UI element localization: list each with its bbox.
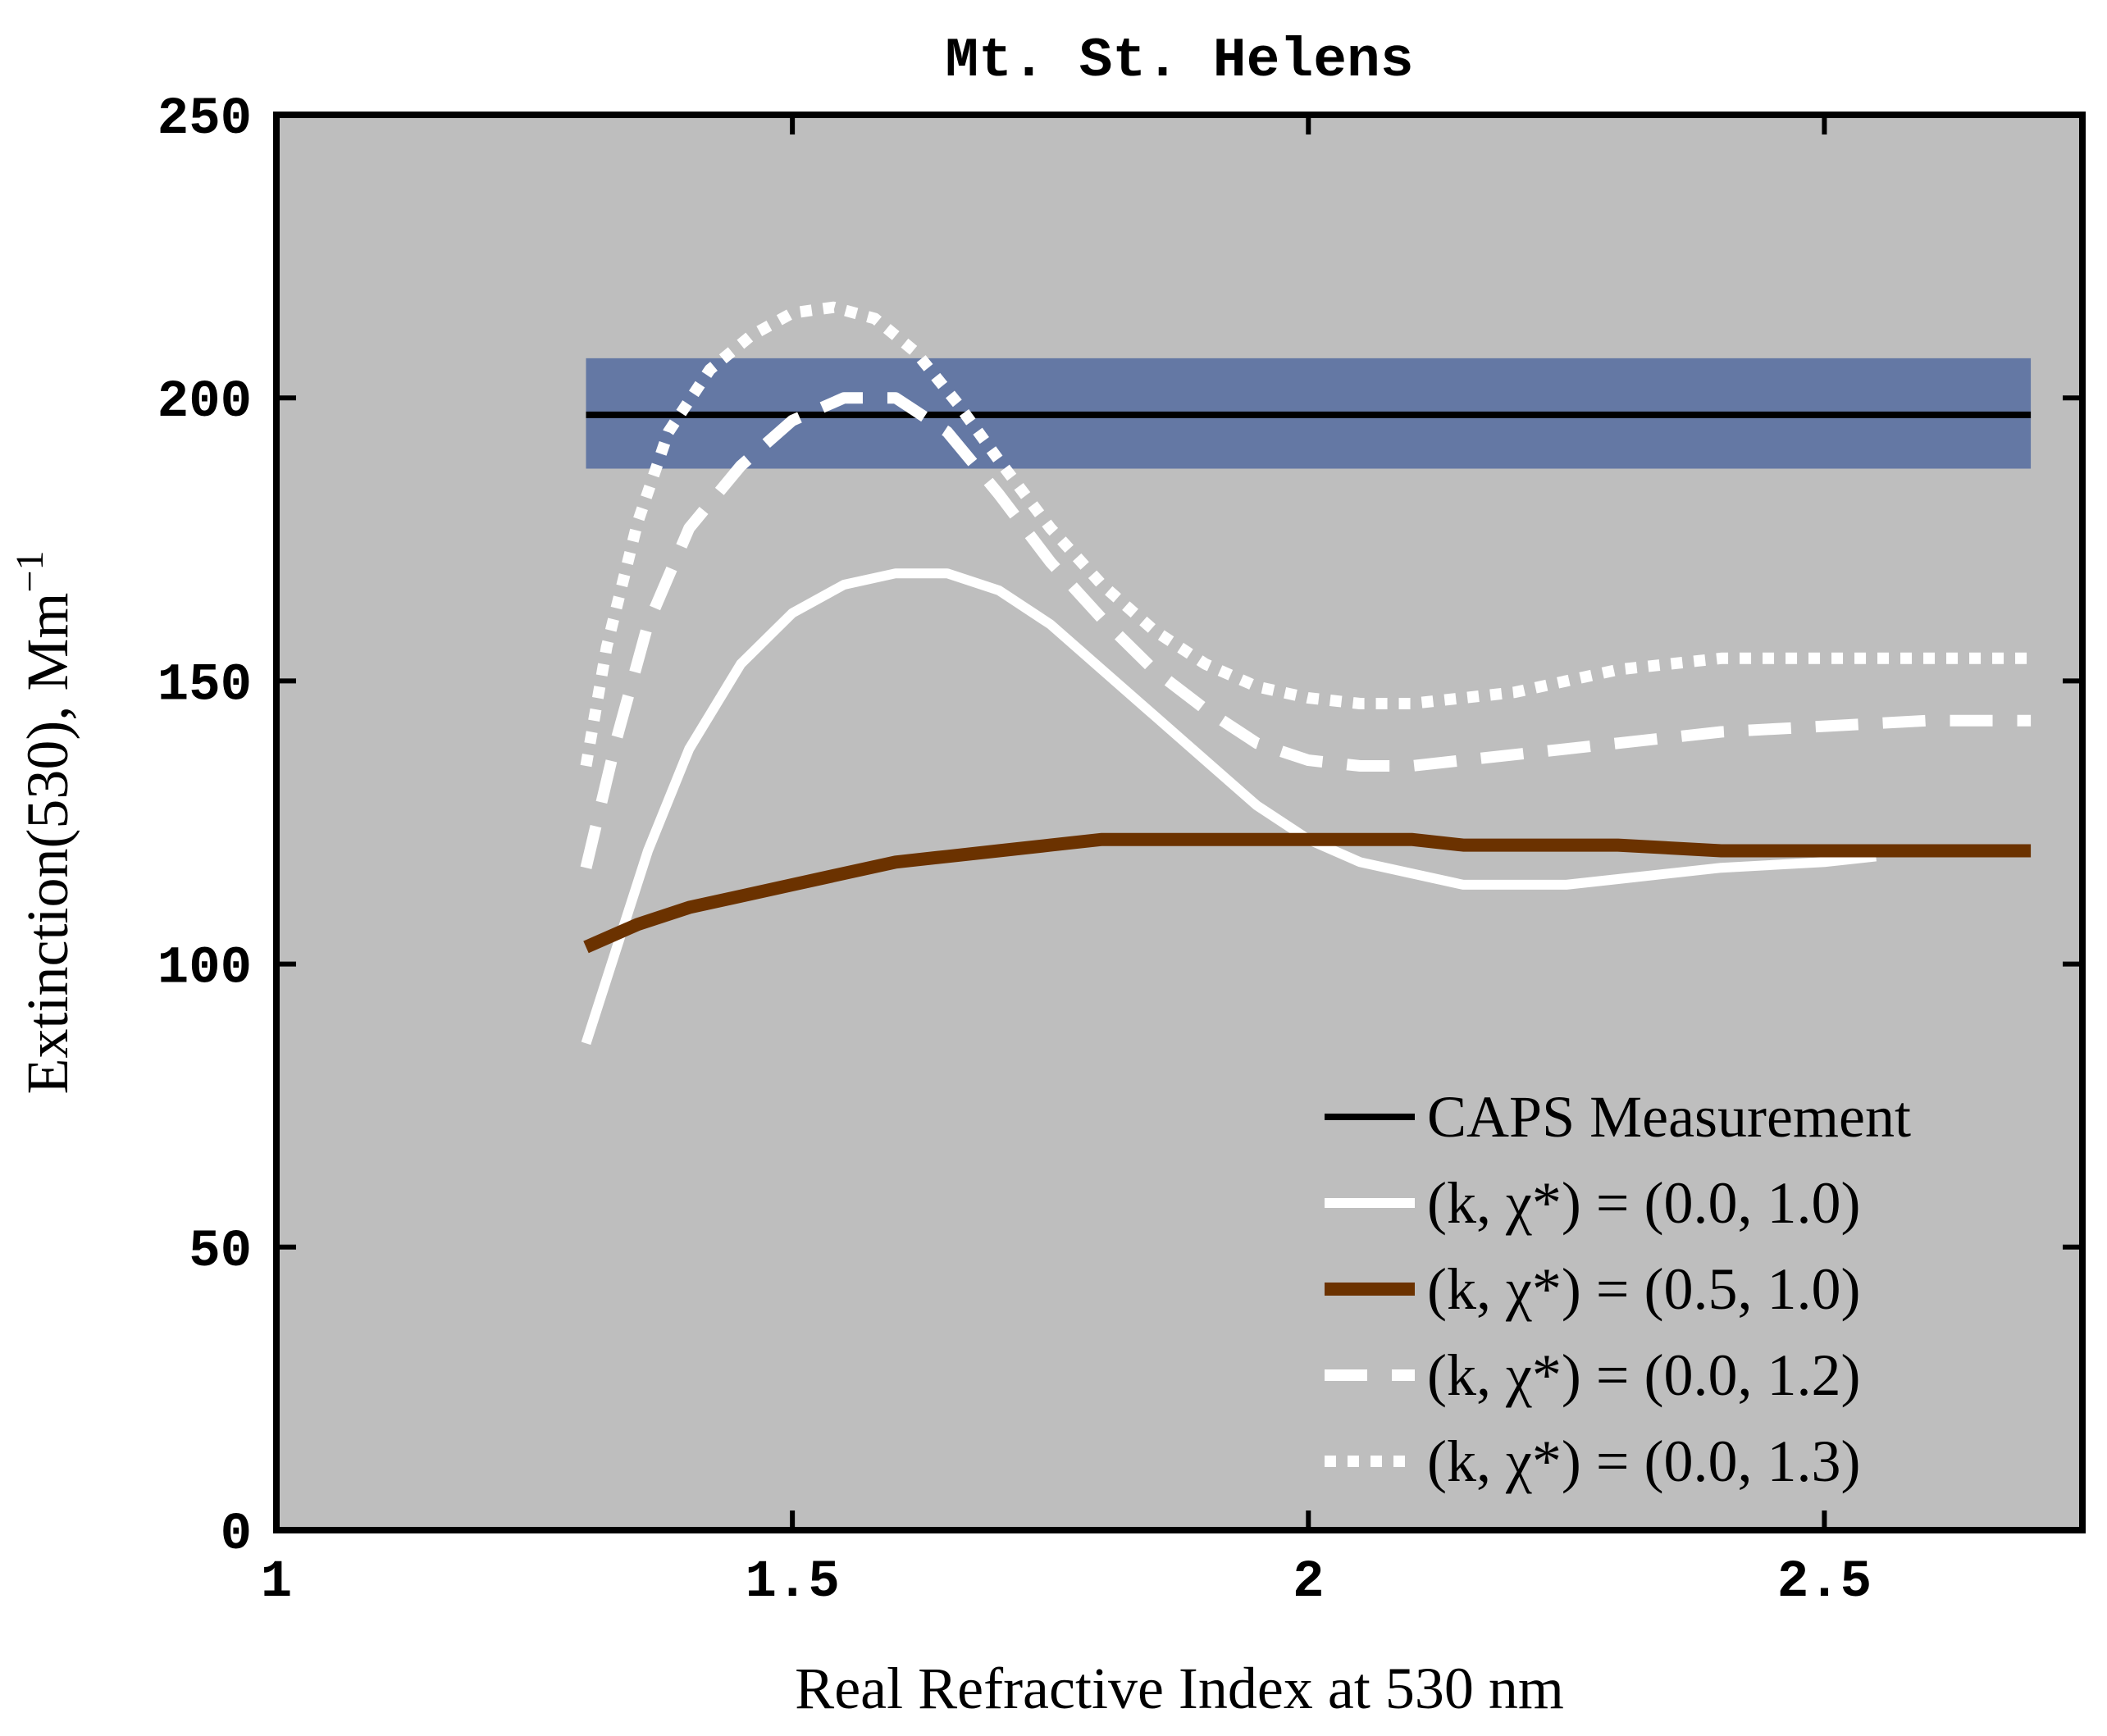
y-tick-label: 200	[157, 373, 252, 432]
legend-label-2: (k, χ*) = (0.0, 1.0)	[1427, 1170, 1860, 1236]
legend-label-3: (k, χ*) = (0.5, 1.0)	[1427, 1256, 1860, 1322]
x-tick-label: 2	[1293, 1553, 1324, 1612]
y-axis-label-main: Extinction(530), Mm	[15, 593, 80, 1095]
y-axis-label: Extinction(530), Mm−1	[8, 550, 80, 1094]
x-tick-label: 2.5	[1777, 1553, 1872, 1612]
y-tick-label: 250	[157, 90, 252, 149]
plot-area	[276, 115, 2082, 1530]
x-tick-label: 1	[261, 1553, 292, 1612]
x-axis-label: Real Refractive Index at 530 nm	[795, 1656, 1564, 1721]
y-tick-label: 50	[189, 1223, 252, 1282]
y-tick-label: 100	[157, 940, 252, 999]
y-tick-label: 0	[221, 1506, 252, 1565]
chart-title: Mt. St. Helens	[945, 30, 1413, 93]
x-tick-label: 1.5	[746, 1553, 840, 1612]
series-line-4	[580, 301, 2032, 768]
series-line-1	[581, 568, 1877, 1046]
series-line-3	[580, 392, 2032, 869]
legend: CAPS Measurement (k, χ*) = (0.0, 1.0) (k, …	[1325, 1084, 1911, 1494]
legend-label-5: (k, χ*) = (0.0, 1.3)	[1427, 1428, 1860, 1494]
plot-frame	[273, 112, 2086, 1533]
y-axis-label-superscript: −1	[8, 550, 52, 592]
y-tick-label: 150	[157, 656, 252, 715]
legend-label-4: (k, χ*) = (0.0, 1.2)	[1427, 1342, 1860, 1408]
series-line-2	[583, 832, 2032, 954]
legend-label-1: CAPS Measurement	[1427, 1084, 1911, 1150]
